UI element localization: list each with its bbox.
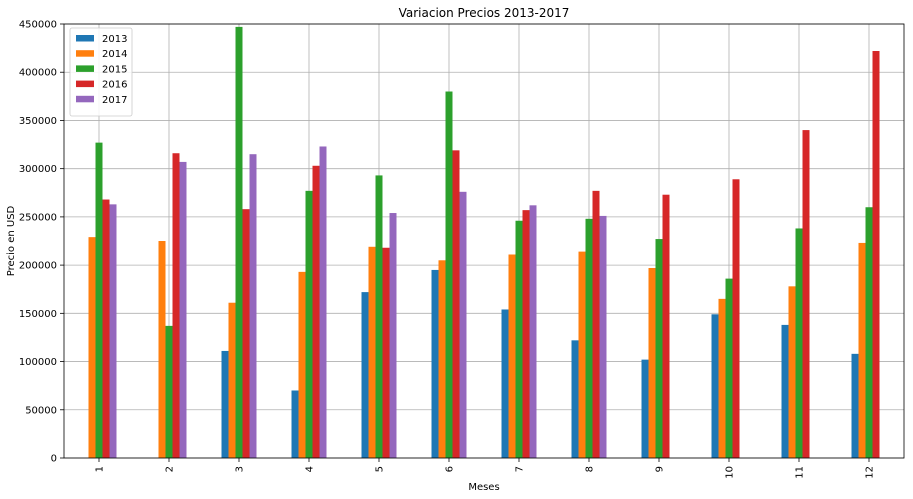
legend-swatch-2015	[76, 65, 94, 72]
chart-title: Variacion Precios 2013-2017	[399, 6, 570, 20]
bar-2013-11	[781, 324, 789, 458]
bar-2017-4	[319, 146, 327, 459]
bar-2017-1	[109, 204, 117, 458]
bar-2014-5	[368, 246, 376, 458]
bar-2015-3	[235, 26, 243, 458]
x-tick-label: 4	[305, 466, 316, 472]
bar-2016-11	[802, 130, 810, 459]
bar-2014-11	[788, 286, 796, 458]
legend-label-2016: 2016	[102, 80, 127, 91]
y-tick-label: 150000	[19, 309, 57, 320]
bar-2014-1	[88, 237, 96, 458]
bar-2017-6	[459, 191, 467, 458]
legend-swatch-2017	[76, 95, 94, 103]
bar-2015-4	[305, 190, 313, 459]
y-axis-label: Precio en USD	[6, 205, 17, 276]
bar-2013-6	[431, 269, 439, 458]
x-tick-label: 11	[795, 466, 806, 479]
bar-2013-7	[501, 309, 509, 458]
bar-2015-2	[165, 325, 173, 458]
legend-label-2014: 2014	[102, 49, 127, 60]
bar-2016-2	[172, 153, 180, 459]
bar-2014-2	[158, 241, 166, 458]
bar-2016-4	[312, 165, 320, 459]
bar-2016-1	[102, 199, 110, 459]
bar-2014-6	[438, 260, 446, 458]
y-tick-label: 450000	[19, 20, 57, 31]
bar-2015-6	[445, 91, 453, 458]
bar-2015-9	[655, 239, 663, 458]
x-tick-label: 7	[515, 466, 526, 472]
bar-2015-11	[795, 228, 803, 458]
bar-2016-10	[732, 179, 740, 458]
bar-2014-9	[648, 268, 656, 458]
bar-2014-8	[578, 251, 586, 458]
bars	[88, 26, 880, 459]
bar-2016-7	[522, 210, 530, 458]
bar-2014-12	[858, 242, 866, 458]
x-tick-label: 3	[235, 466, 246, 472]
y-tick-label: 100000	[19, 357, 57, 368]
y-tick-label: 300000	[19, 164, 57, 175]
bar-2016-8	[592, 190, 600, 459]
y-axis-ticks: 0 50000 100000 150000 200000 250000 300000 3500…	[19, 20, 64, 465]
bar-2017-2	[179, 161, 187, 458]
x-tick-label: 2	[165, 466, 176, 472]
y-tick-label: 0	[51, 454, 57, 465]
bar-2013-9	[641, 359, 649, 458]
bar-2015-1	[95, 142, 103, 459]
bar-2017-7	[529, 205, 537, 458]
bar-2015-12	[865, 207, 873, 458]
x-axis-label: Meses	[468, 482, 499, 493]
bar-2015-10	[725, 278, 733, 458]
legend-label-2017: 2017	[102, 95, 127, 106]
bar-2015-7	[515, 220, 523, 458]
legend-swatch-2016	[76, 80, 94, 88]
x-tick-label: 10	[725, 466, 736, 479]
legend-box	[69, 27, 133, 117]
x-tick-label: 6	[445, 466, 456, 472]
bar-2013-3	[221, 350, 229, 458]
legend: 2013 2014 2015 2016 2017	[69, 27, 133, 117]
legend-label-2013: 2013	[102, 34, 127, 45]
bar-2016-5	[382, 247, 390, 458]
bar-2013-4	[291, 390, 299, 458]
x-tick-label: 1	[95, 466, 106, 472]
bar-2017-5	[389, 213, 397, 458]
y-tick-label: 50000	[25, 405, 57, 416]
x-tick-label: 9	[655, 466, 666, 472]
y-tick-label: 400000	[19, 68, 57, 79]
bar-2013-12	[851, 353, 859, 458]
bar-2014-4	[298, 271, 306, 458]
bar-2016-3	[242, 209, 250, 458]
bar-2016-6	[452, 150, 460, 458]
bar-2014-7	[508, 254, 516, 458]
bar-2013-8	[571, 340, 579, 458]
y-tick-label: 250000	[19, 212, 57, 223]
bar-2013-10	[711, 314, 719, 458]
bar-2017-8	[599, 215, 607, 458]
bar-2017-3	[249, 154, 257, 458]
bar-2015-8	[585, 218, 593, 458]
x-axis-ticks: 1 2 3 4 5 6 7 8 9 10 11 12	[95, 458, 876, 479]
bar-2014-3	[228, 302, 236, 458]
legend-swatch-2014	[76, 50, 94, 57]
x-tick-label: 8	[585, 466, 596, 472]
bar-2015-5	[375, 175, 383, 458]
x-tick-label: 12	[865, 466, 876, 479]
x-tick-label: 5	[375, 466, 386, 472]
y-tick-label: 200000	[19, 261, 57, 272]
legend-label-2015: 2015	[102, 64, 127, 75]
bar-2016-9	[662, 194, 670, 458]
y-tick-label: 350000	[19, 116, 57, 127]
legend-swatch-2013	[76, 35, 94, 42]
plot-frame	[63, 23, 905, 459]
bar-2014-10	[718, 298, 726, 458]
bar-2013-5	[361, 292, 369, 458]
bar-2016-12	[872, 51, 880, 458]
